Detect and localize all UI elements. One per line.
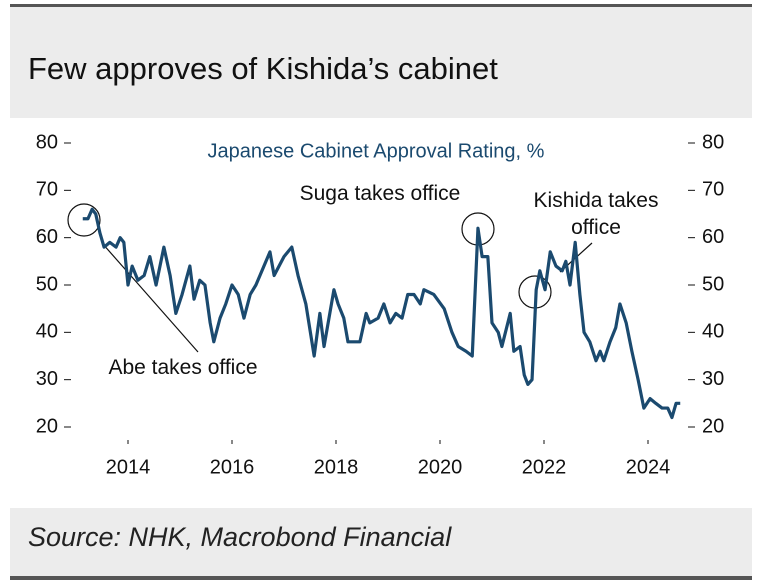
- annotation: Kishida takes office: [533, 189, 659, 239]
- y-tick-label: 80: [36, 131, 58, 153]
- footer: Source: NHK, Macrobond Financial: [10, 508, 752, 580]
- y2-tick-label: 20: [702, 415, 724, 437]
- chart-subtitle: Japanese Cabinet Approval Rating, %: [208, 140, 545, 162]
- y2-tick-label: 40: [702, 321, 724, 343]
- annotation: Suga takes office: [299, 182, 461, 205]
- header: Few approves of Kishida’s cabinet: [10, 4, 752, 118]
- y2-tick-label: 30: [702, 368, 724, 390]
- y2-tick-label: 50: [702, 273, 724, 295]
- source: Source: NHK, Macrobond Financial: [28, 522, 452, 552]
- x-tick-label: 2014: [106, 456, 151, 478]
- y-tick-label: 50: [36, 273, 58, 295]
- y-tick-label: 20: [36, 415, 58, 437]
- abe-circle: [67, 203, 101, 237]
- y-tick-label: 70: [36, 179, 58, 201]
- y2-tick-label: 80: [702, 131, 724, 153]
- y-tick-label: 40: [36, 321, 58, 343]
- y-tick-label: 60: [36, 226, 58, 248]
- y2-tick-label: 60: [702, 226, 724, 248]
- y2-tick-label: 70: [702, 179, 724, 201]
- x-tick-label: 2022: [522, 456, 567, 478]
- x-tick-label: 2018: [314, 456, 359, 478]
- line-series: [82, 207, 681, 420]
- chart-title: Few approves of Kishida’s cabinet: [28, 51, 498, 86]
- x-tick-label: 2024: [626, 456, 671, 478]
- abe-leader: [101, 242, 199, 353]
- annotation: Abe takes office: [108, 356, 258, 379]
- y-tick-label: 30: [36, 368, 58, 390]
- x-tick-label: 2016: [210, 456, 255, 478]
- x-tick-label: 2020: [418, 456, 463, 478]
